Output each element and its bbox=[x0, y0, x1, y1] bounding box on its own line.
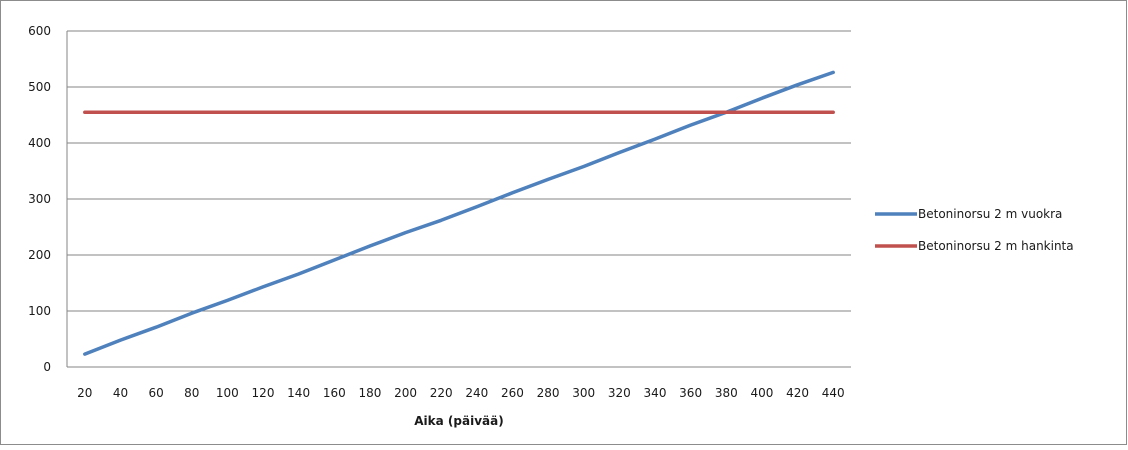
x-tick-label: 140 bbox=[287, 386, 310, 400]
y-tick-label: 400 bbox=[28, 136, 51, 150]
x-tick-label: 120 bbox=[252, 386, 275, 400]
series-lines bbox=[83, 70, 835, 356]
x-axis-ticks: 20 40 60 80 100 120 140 160 180 200 220 240 260 280 30… bbox=[77, 386, 844, 400]
x-tick-label: 380 bbox=[715, 386, 738, 400]
y-tick-label: 0 bbox=[43, 360, 51, 374]
x-tick-label: 60 bbox=[148, 386, 163, 400]
x-tick-label: 220 bbox=[430, 386, 453, 400]
x-tick-label: 20 bbox=[77, 386, 92, 400]
legend-label: Betoninorsu 2 m hankinta bbox=[918, 239, 1074, 253]
x-tick-label: 260 bbox=[501, 386, 524, 400]
y-tick-label: 600 bbox=[28, 24, 51, 38]
x-tick-label: 80 bbox=[184, 386, 199, 400]
y-tick-label: 200 bbox=[28, 248, 51, 262]
x-tick-label: 40 bbox=[113, 386, 128, 400]
x-tick-label: 200 bbox=[394, 386, 417, 400]
x-tick-label: 360 bbox=[679, 386, 702, 400]
series-line-1 bbox=[83, 70, 835, 356]
x-tick-label: 400 bbox=[750, 386, 773, 400]
y-tick-label: 100 bbox=[28, 304, 51, 318]
x-tick-label: 420 bbox=[786, 386, 809, 400]
x-tick-label: 440 bbox=[822, 386, 845, 400]
legend: Betoninorsu 2 m vuokra Betoninorsu 2 m ha… bbox=[875, 207, 1074, 253]
y-axis-ticks: 0 100 200 300 400 500 600 bbox=[28, 24, 51, 374]
x-axis-title: Aika (päivää) bbox=[414, 414, 503, 428]
x-tick-label: 300 bbox=[572, 386, 595, 400]
x-tick-label: 320 bbox=[608, 386, 631, 400]
x-tick-label: 340 bbox=[644, 386, 667, 400]
x-tick-label: 100 bbox=[216, 386, 239, 400]
y-tick-label: 300 bbox=[28, 192, 51, 206]
x-tick-label: 160 bbox=[323, 386, 346, 400]
x-tick-label: 280 bbox=[537, 386, 560, 400]
x-tick-label: 240 bbox=[465, 386, 488, 400]
y-tick-label: 500 bbox=[28, 80, 51, 94]
legend-label: Betoninorsu 2 m vuokra bbox=[918, 207, 1062, 221]
x-tick-label: 180 bbox=[358, 386, 381, 400]
